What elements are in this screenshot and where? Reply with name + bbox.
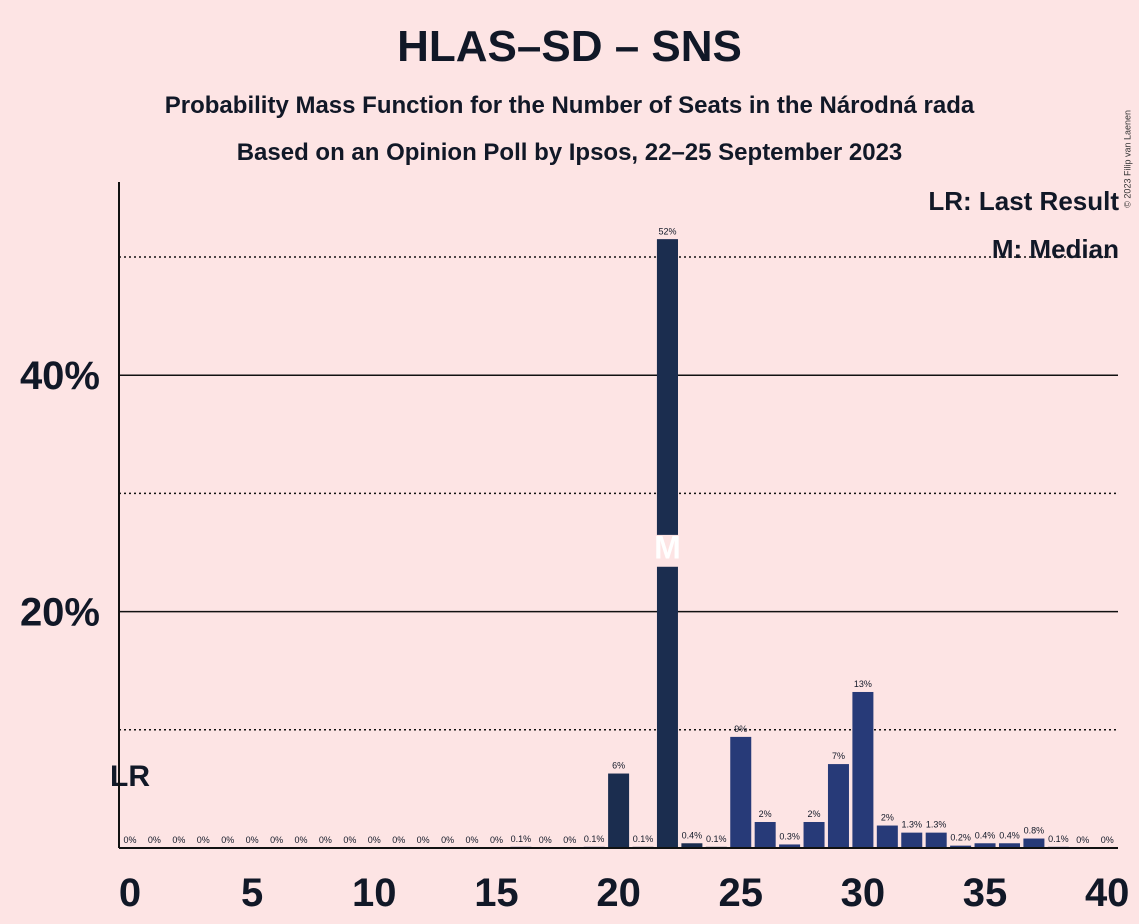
bar-seat-37 bbox=[1023, 838, 1045, 848]
x-tick-label-15: 15 bbox=[474, 871, 519, 915]
x-tick-label-40: 40 bbox=[1085, 871, 1130, 915]
bar-label-seat-30: 13% bbox=[854, 679, 872, 689]
bar-label-seat-17: 0% bbox=[539, 835, 552, 845]
bar-label-seat-27: 0.3% bbox=[779, 831, 800, 841]
x-tick-label-30: 30 bbox=[841, 871, 886, 915]
median-marker-bg bbox=[653, 534, 682, 567]
bar-label-seat-21: 0.1% bbox=[633, 834, 654, 844]
bar-label-seat-16: 0.1% bbox=[511, 834, 532, 844]
bar-label-seat-20: 6% bbox=[612, 761, 625, 771]
bar-seat-27 bbox=[779, 844, 801, 848]
bar-label-seat-28: 2% bbox=[808, 809, 821, 819]
bar-label-seat-0: 0% bbox=[123, 835, 136, 845]
bar-label-seat-24: 0.1% bbox=[706, 834, 727, 844]
bar-label-seat-10: 0% bbox=[368, 835, 381, 845]
x-tick-label-10: 10 bbox=[352, 871, 397, 915]
x-tick-label-25: 25 bbox=[719, 871, 764, 915]
bar-label-seat-9: 0% bbox=[343, 835, 356, 845]
bar-label-seat-8: 0% bbox=[319, 835, 332, 845]
bar-label-seat-6: 0% bbox=[270, 835, 283, 845]
bar-seat-30 bbox=[852, 691, 874, 848]
median-marker: M bbox=[654, 529, 681, 565]
bar-label-seat-40: 0% bbox=[1101, 835, 1114, 845]
x-tick-label-20: 20 bbox=[596, 871, 641, 915]
bar-label-seat-3: 0% bbox=[197, 835, 210, 845]
bar-label-seat-13: 0% bbox=[441, 835, 454, 845]
chart-title: HLAS–SD – SNS bbox=[397, 22, 742, 71]
x-tick-label-5: 5 bbox=[241, 871, 263, 915]
bar-label-seat-1: 0% bbox=[148, 835, 161, 845]
legend-median: M: Median bbox=[991, 234, 1119, 264]
bar-label-seat-2: 0% bbox=[172, 835, 185, 845]
bar-label-seat-31: 2% bbox=[881, 813, 894, 823]
bar-label-seat-11: 0% bbox=[392, 835, 405, 845]
bar-label-seat-35: 0.4% bbox=[975, 830, 996, 840]
bar-seat-20 bbox=[608, 773, 630, 848]
bar-label-seat-23: 0.4% bbox=[682, 830, 703, 840]
bar-label-seat-34: 0.2% bbox=[950, 833, 971, 843]
bar-seat-23 bbox=[681, 843, 703, 848]
bar-seat-36 bbox=[998, 843, 1020, 848]
bar-label-seat-4: 0% bbox=[221, 835, 234, 845]
x-tick-label-35: 35 bbox=[963, 871, 1008, 915]
bar-label-seat-15: 0% bbox=[490, 835, 503, 845]
bar-label-seat-14: 0% bbox=[466, 835, 479, 845]
bar-seat-34 bbox=[950, 845, 972, 848]
bar-seat-31 bbox=[876, 825, 898, 848]
bar-seat-35 bbox=[974, 843, 996, 848]
y-tick-label-20: 20% bbox=[20, 591, 100, 635]
bar-seat-33 bbox=[925, 832, 947, 848]
bar-label-seat-5: 0% bbox=[246, 835, 259, 845]
bar-seat-26 bbox=[754, 821, 776, 848]
bar-label-seat-33: 1.3% bbox=[926, 820, 947, 830]
bar-label-seat-36: 0.4% bbox=[999, 830, 1020, 840]
bar-seat-29 bbox=[827, 764, 849, 848]
legend-last-result: LR: Last Result bbox=[928, 186, 1119, 216]
bar-label-seat-39: 0% bbox=[1076, 835, 1089, 845]
bar-label-seat-26: 2% bbox=[759, 809, 772, 819]
bar-seat-22-upper bbox=[656, 239, 678, 535]
bar-label-seat-32: 1.3% bbox=[902, 820, 923, 830]
bar-label-seat-38: 0.1% bbox=[1048, 834, 1069, 844]
x-tick-label-0: 0 bbox=[119, 871, 141, 915]
chart-subtitle-2: Based on an Opinion Poll by Ipsos, 22–25… bbox=[236, 139, 903, 166]
bar-seat-28 bbox=[803, 821, 825, 848]
bar-label-seat-37: 0.8% bbox=[1024, 826, 1045, 836]
bar-label-seat-7: 0% bbox=[295, 835, 308, 845]
bar-label-seat-19: 0.1% bbox=[584, 834, 605, 844]
chart-subtitle-1: Probability Mass Function for the Number… bbox=[164, 92, 975, 119]
last-result-marker: LR bbox=[110, 760, 150, 793]
bar-label-seat-25: 9% bbox=[734, 724, 747, 734]
y-tick-label-40: 40% bbox=[20, 354, 100, 398]
bar-label-seat-29: 7% bbox=[832, 751, 845, 761]
bar-label-seat-22: 52% bbox=[658, 226, 676, 236]
bar-label-seat-18: 0% bbox=[563, 835, 576, 845]
bar-seat-25 bbox=[730, 736, 752, 848]
bar-label-seat-12: 0% bbox=[417, 835, 430, 845]
bar-seat-32 bbox=[901, 832, 923, 848]
